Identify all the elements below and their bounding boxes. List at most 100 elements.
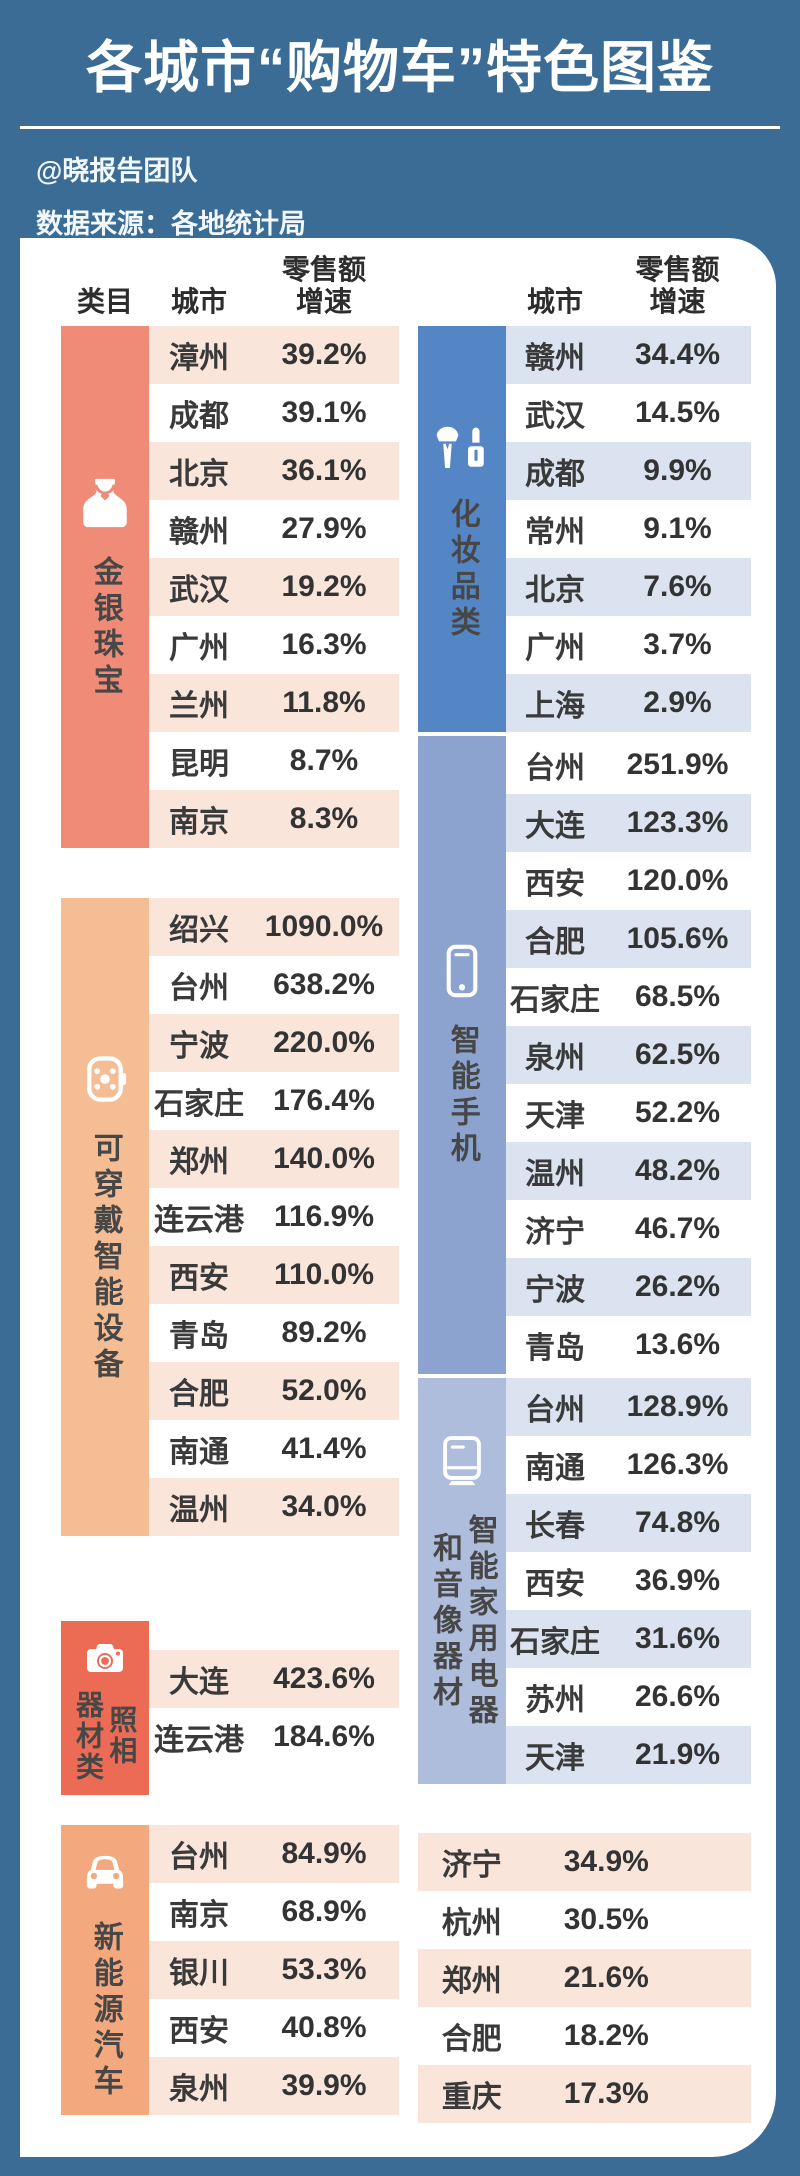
watch-icon (76, 1050, 134, 1108)
table-row: 常州 9.1% (506, 500, 751, 558)
table-row: 宁波 26.2% (506, 1258, 751, 1316)
table-row: 温州 48.2% (506, 1142, 751, 1200)
growth-cell: 19.2% (281, 570, 367, 603)
category-block-nev: 新能源汽车 (61, 1825, 149, 2115)
growth-cell: 105.6% (626, 922, 729, 955)
page-title: 各城市“购物车”特色图鉴 (86, 36, 714, 99)
section-rows: 绍兴 1090.0% 台州 638.2% 宁波 220.0% 石家庄 176.4% 郑州 140.… (149, 898, 399, 1536)
city-cell: 台州 (169, 1841, 229, 1874)
growth-cell: 140.0% (273, 1142, 375, 1175)
city-cell: 广州 (525, 632, 585, 665)
page-header: 各城市“购物车”特色图鉴 @晓报告团队 数据来源：各地统计局 (0, 0, 800, 241)
city-cell: 合肥 (441, 2023, 502, 2056)
city-cell: 长春 (525, 1510, 585, 1543)
table-row: 兰州 11.8% (149, 674, 399, 732)
table-row: 南京 8.3% (149, 790, 399, 848)
city-cell: 合肥 (169, 1378, 229, 1411)
category-label: 智能家用电器 和音像器材 (427, 1514, 497, 1730)
city-cell: 青岛 (525, 1332, 585, 1365)
section-jewelry: 金银珠宝 漳州 39.2% 成都 39.1% 北京 36.1% 赣州 27.9% 武汉 19.2% 广… (61, 326, 399, 848)
city-cell: 武汉 (169, 574, 229, 607)
section-rows: 漳州 39.2% 成都 39.1% 北京 36.1% 赣州 27.9% 武汉 19.2% 广州 16.… (149, 326, 399, 848)
growth-cell: 120.0% (626, 864, 729, 897)
growth-cell: 41.4% (281, 1432, 367, 1465)
table-row: 台州 84.9% (149, 1825, 399, 1883)
table-row: 南通 126.3% (506, 1436, 751, 1494)
right-column-group: 城市 零售额增速 化妆品类 赣州 34.4% 武汉 14.5% 成都 9.9% 常州 9.1% 北… (418, 238, 751, 2123)
growth-cell: 16.3% (281, 628, 367, 661)
table-row: 大连 123.3% (506, 794, 751, 852)
growth-cell: 3.7% (643, 628, 712, 661)
category-label-column: 照相 (106, 1705, 138, 1767)
table-row: 重庆 17.3% (418, 2065, 751, 2123)
growth-cell: 89.2% (281, 1316, 367, 1349)
growth-cell: 17.3% (563, 2077, 649, 2110)
growth-cell: 423.6% (273, 1662, 375, 1695)
section-cosmetics: 化妆品类 赣州 34.4% 武汉 14.5% 成都 9.9% 常州 9.1% 北京 7.6% 广州 3.… (418, 326, 751, 732)
category-block-camera: 照相 器材类 (61, 1621, 149, 1795)
left-sections: 金银珠宝 漳州 39.2% 成都 39.1% 北京 36.1% 赣州 27.9% 武汉 19.2% 广… (61, 326, 399, 2115)
table-row: 台州 638.2% (149, 956, 399, 1014)
table-row: 石家庄 176.4% (149, 1072, 399, 1130)
section-smartphones: 智能手机 台州 251.9% 大连 123.3% 西安 120.0% 合肥 105.6% 石家庄 6… (418, 736, 751, 1374)
table-row: 郑州 140.0% (149, 1130, 399, 1188)
header-city: 城市 (526, 285, 583, 317)
section-rows: 济宁 34.9% 杭州 30.5% 郑州 21.6% 合肥 18.2% 重庆 17.3% (418, 1833, 751, 2123)
growth-cell: 9.1% (643, 512, 712, 545)
growth-cell: 8.3% (289, 802, 359, 835)
city-cell: 郑州 (441, 1965, 502, 1998)
city-cell: 兰州 (169, 690, 229, 723)
table-row: 台州 128.9% (506, 1378, 751, 1436)
table-row: 合肥 52.0% (149, 1362, 399, 1420)
growth-cell: 62.5% (634, 1038, 721, 1071)
city-cell: 泉州 (169, 2073, 229, 2106)
growth-cell: 14.5% (634, 396, 721, 429)
city-cell: 银川 (169, 1957, 229, 1990)
header-growth-label: 零售额增速 (281, 253, 366, 317)
growth-cell: 110.0% (273, 1258, 375, 1291)
growth-cell: 52.2% (634, 1096, 721, 1129)
table-row: 武汉 19.2% (149, 558, 399, 616)
city-cell: 郑州 (169, 1146, 229, 1179)
growth-cell: 36.1% (281, 454, 367, 487)
section-smart-appliances: 智能家用电器 和音像器材 台州 128.9% 南通 126.3% 长春 74.8% 西安 36.9… (418, 1378, 751, 1784)
table-row: 上海 2.9% (506, 674, 751, 732)
city-cell: 合肥 (525, 926, 585, 959)
table-row: 银川 53.3% (149, 1941, 399, 1999)
section-rows: 台州 84.9% 南京 68.9% 银川 53.3% 西安 40.8% 泉州 39.9% (149, 1825, 399, 2115)
city-cell: 杭州 (441, 1907, 502, 1940)
city-cell: 温州 (169, 1494, 229, 1527)
growth-cell: 128.9% (626, 1390, 729, 1423)
table-row: 西安 40.8% (149, 1999, 399, 2057)
necklace-icon (76, 474, 134, 532)
growth-cell: 30.5% (563, 1903, 649, 1936)
city-cell: 广州 (169, 632, 229, 665)
city-cell: 台州 (169, 972, 229, 1005)
table-row: 广州 16.3% (149, 616, 399, 674)
city-cell: 大连 (525, 810, 585, 843)
category-label: 智能手机 (445, 1024, 479, 1168)
table-row: 昆明 8.7% (149, 732, 399, 790)
category-label-column: 金银珠宝 (88, 556, 122, 700)
table-row: 北京 36.1% (149, 442, 399, 500)
city-cell: 宁波 (525, 1274, 585, 1307)
table-row: 成都 9.9% (506, 442, 751, 500)
table-row: 南京 68.9% (149, 1883, 399, 1941)
table-row: 西安 120.0% (506, 852, 751, 910)
table-row: 西安 36.9% (506, 1552, 751, 1610)
city-cell: 武汉 (525, 400, 585, 433)
growth-cell: 52.0% (281, 1374, 367, 1407)
table-row: 合肥 18.2% (418, 2007, 751, 2065)
city-cell: 西安 (525, 1568, 585, 1601)
city-cell: 漳州 (169, 342, 229, 375)
table-row: 漳州 39.2% (149, 326, 399, 384)
growth-cell: 126.3% (626, 1448, 729, 1481)
city-cell: 大连 (169, 1666, 229, 1699)
city-cell: 连云港 (154, 1204, 244, 1237)
category-label-column: 可穿戴智能设备 (88, 1132, 122, 1384)
city-cell: 台州 (525, 752, 585, 785)
growth-cell: 39.1% (281, 396, 367, 429)
category-label: 金银珠宝 (88, 556, 122, 700)
table-row: 泉州 62.5% (506, 1026, 751, 1084)
